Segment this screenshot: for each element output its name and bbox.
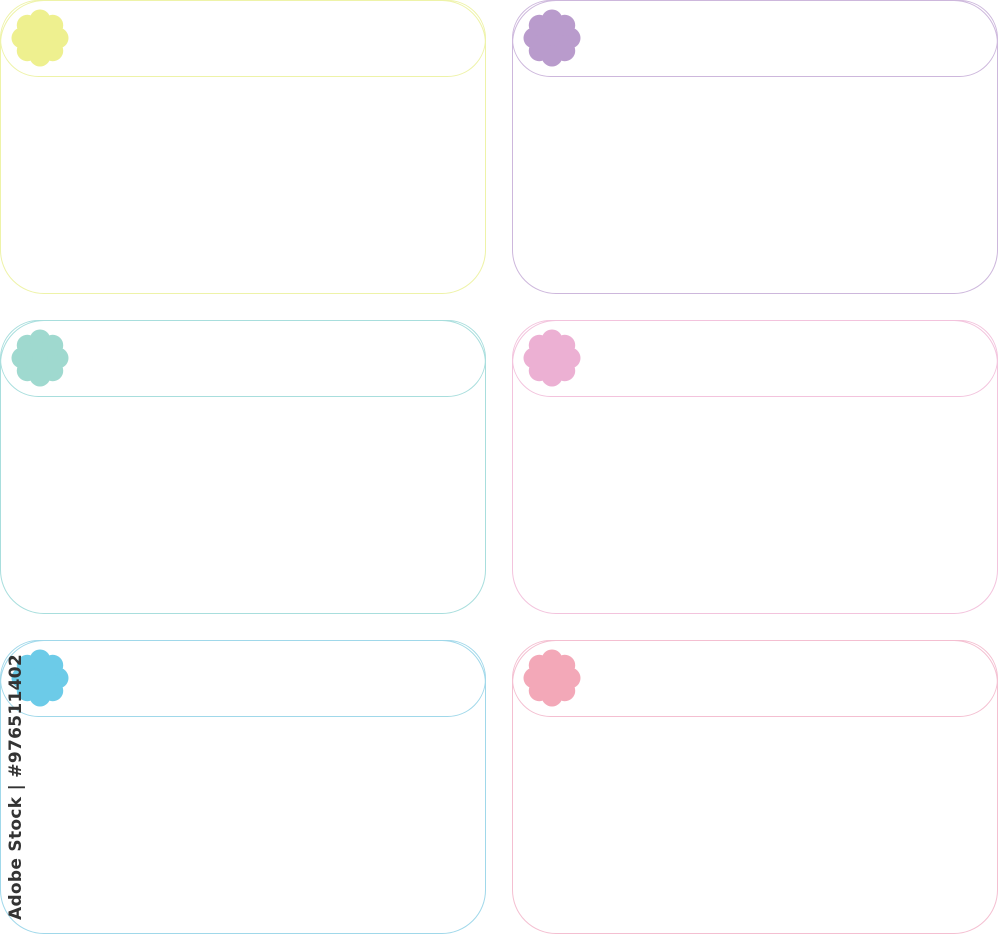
flower-icon: [523, 649, 581, 707]
flower-icon: [11, 649, 69, 707]
frame-header: [0, 320, 486, 397]
flower-icon: [523, 329, 581, 387]
flower-icon: [11, 329, 69, 387]
frame-header: [0, 640, 486, 717]
frame-header: [512, 0, 998, 77]
note-frame: [512, 320, 998, 614]
note-frame: [512, 640, 998, 934]
flower-icon: [11, 9, 69, 67]
frame-header: [512, 640, 998, 717]
flower-icon: [523, 9, 581, 67]
frame-header: [0, 0, 486, 77]
watermark-text: Adobe Stock | #976511402: [6, 653, 26, 920]
frame-header: [512, 320, 998, 397]
note-frame: [0, 640, 486, 934]
note-frame: [0, 320, 486, 614]
note-frame: [0, 0, 486, 294]
note-frame: [512, 0, 998, 294]
